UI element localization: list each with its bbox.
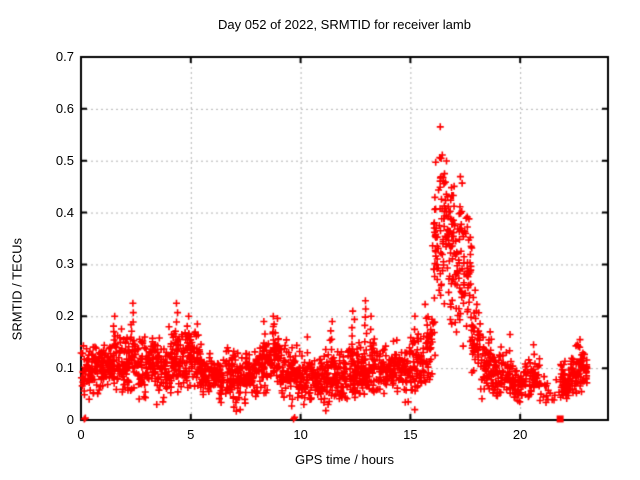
x-tick-label: 10 bbox=[293, 427, 308, 442]
chart-title: Day 052 of 2022, SRMTID for receiver lam… bbox=[218, 17, 471, 32]
y-tick-label: 0.7 bbox=[55, 49, 74, 64]
y-tick-label: 0 bbox=[66, 412, 74, 427]
y-tick-label: 0.3 bbox=[55, 256, 74, 272]
y-tick-label: 0.2 bbox=[55, 308, 74, 324]
x-axis-label: GPS time / hours bbox=[295, 452, 394, 467]
x-tick-label: 0 bbox=[77, 427, 85, 442]
x-tick-label: 20 bbox=[512, 427, 528, 442]
y-tick-label: 0.6 bbox=[55, 100, 74, 116]
y-tick-label: 0.4 bbox=[55, 204, 74, 220]
y-tick-label: 0.5 bbox=[55, 152, 74, 168]
y-axis-label-text: SRMTID / TECUs bbox=[9, 237, 24, 341]
x-tick-label: 15 bbox=[403, 427, 418, 442]
x-tick-label: 5 bbox=[187, 427, 195, 442]
y-tick-label: 0.1 bbox=[55, 360, 74, 376]
